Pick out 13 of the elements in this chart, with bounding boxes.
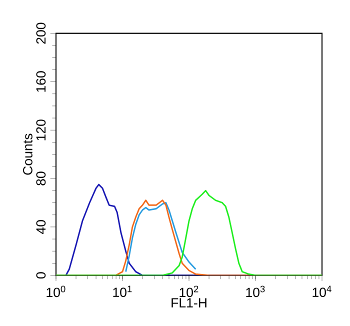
x-tick-label: 10$^{1}$: [113, 286, 132, 298]
y-tick-label: 80: [36, 172, 46, 186]
y-tick-label: 160: [36, 71, 46, 92]
y-tick-label: 120: [36, 120, 46, 140]
x-tick-label: 10$^{2}$: [180, 286, 198, 298]
y-axis-title: Counts: [23, 134, 32, 175]
x-tick-label: 10$^{4}$: [312, 286, 332, 298]
y-tick-label: 200: [36, 22, 46, 44]
y-tick-label: 40: [36, 220, 46, 234]
x-axis-title: FL1-H: [172, 298, 206, 308]
x-tick-label: 10$^{3}$: [246, 286, 265, 298]
y-tick-label: 0: [36, 272, 46, 279]
x-tick-label: 10$^{0}$: [46, 286, 66, 298]
